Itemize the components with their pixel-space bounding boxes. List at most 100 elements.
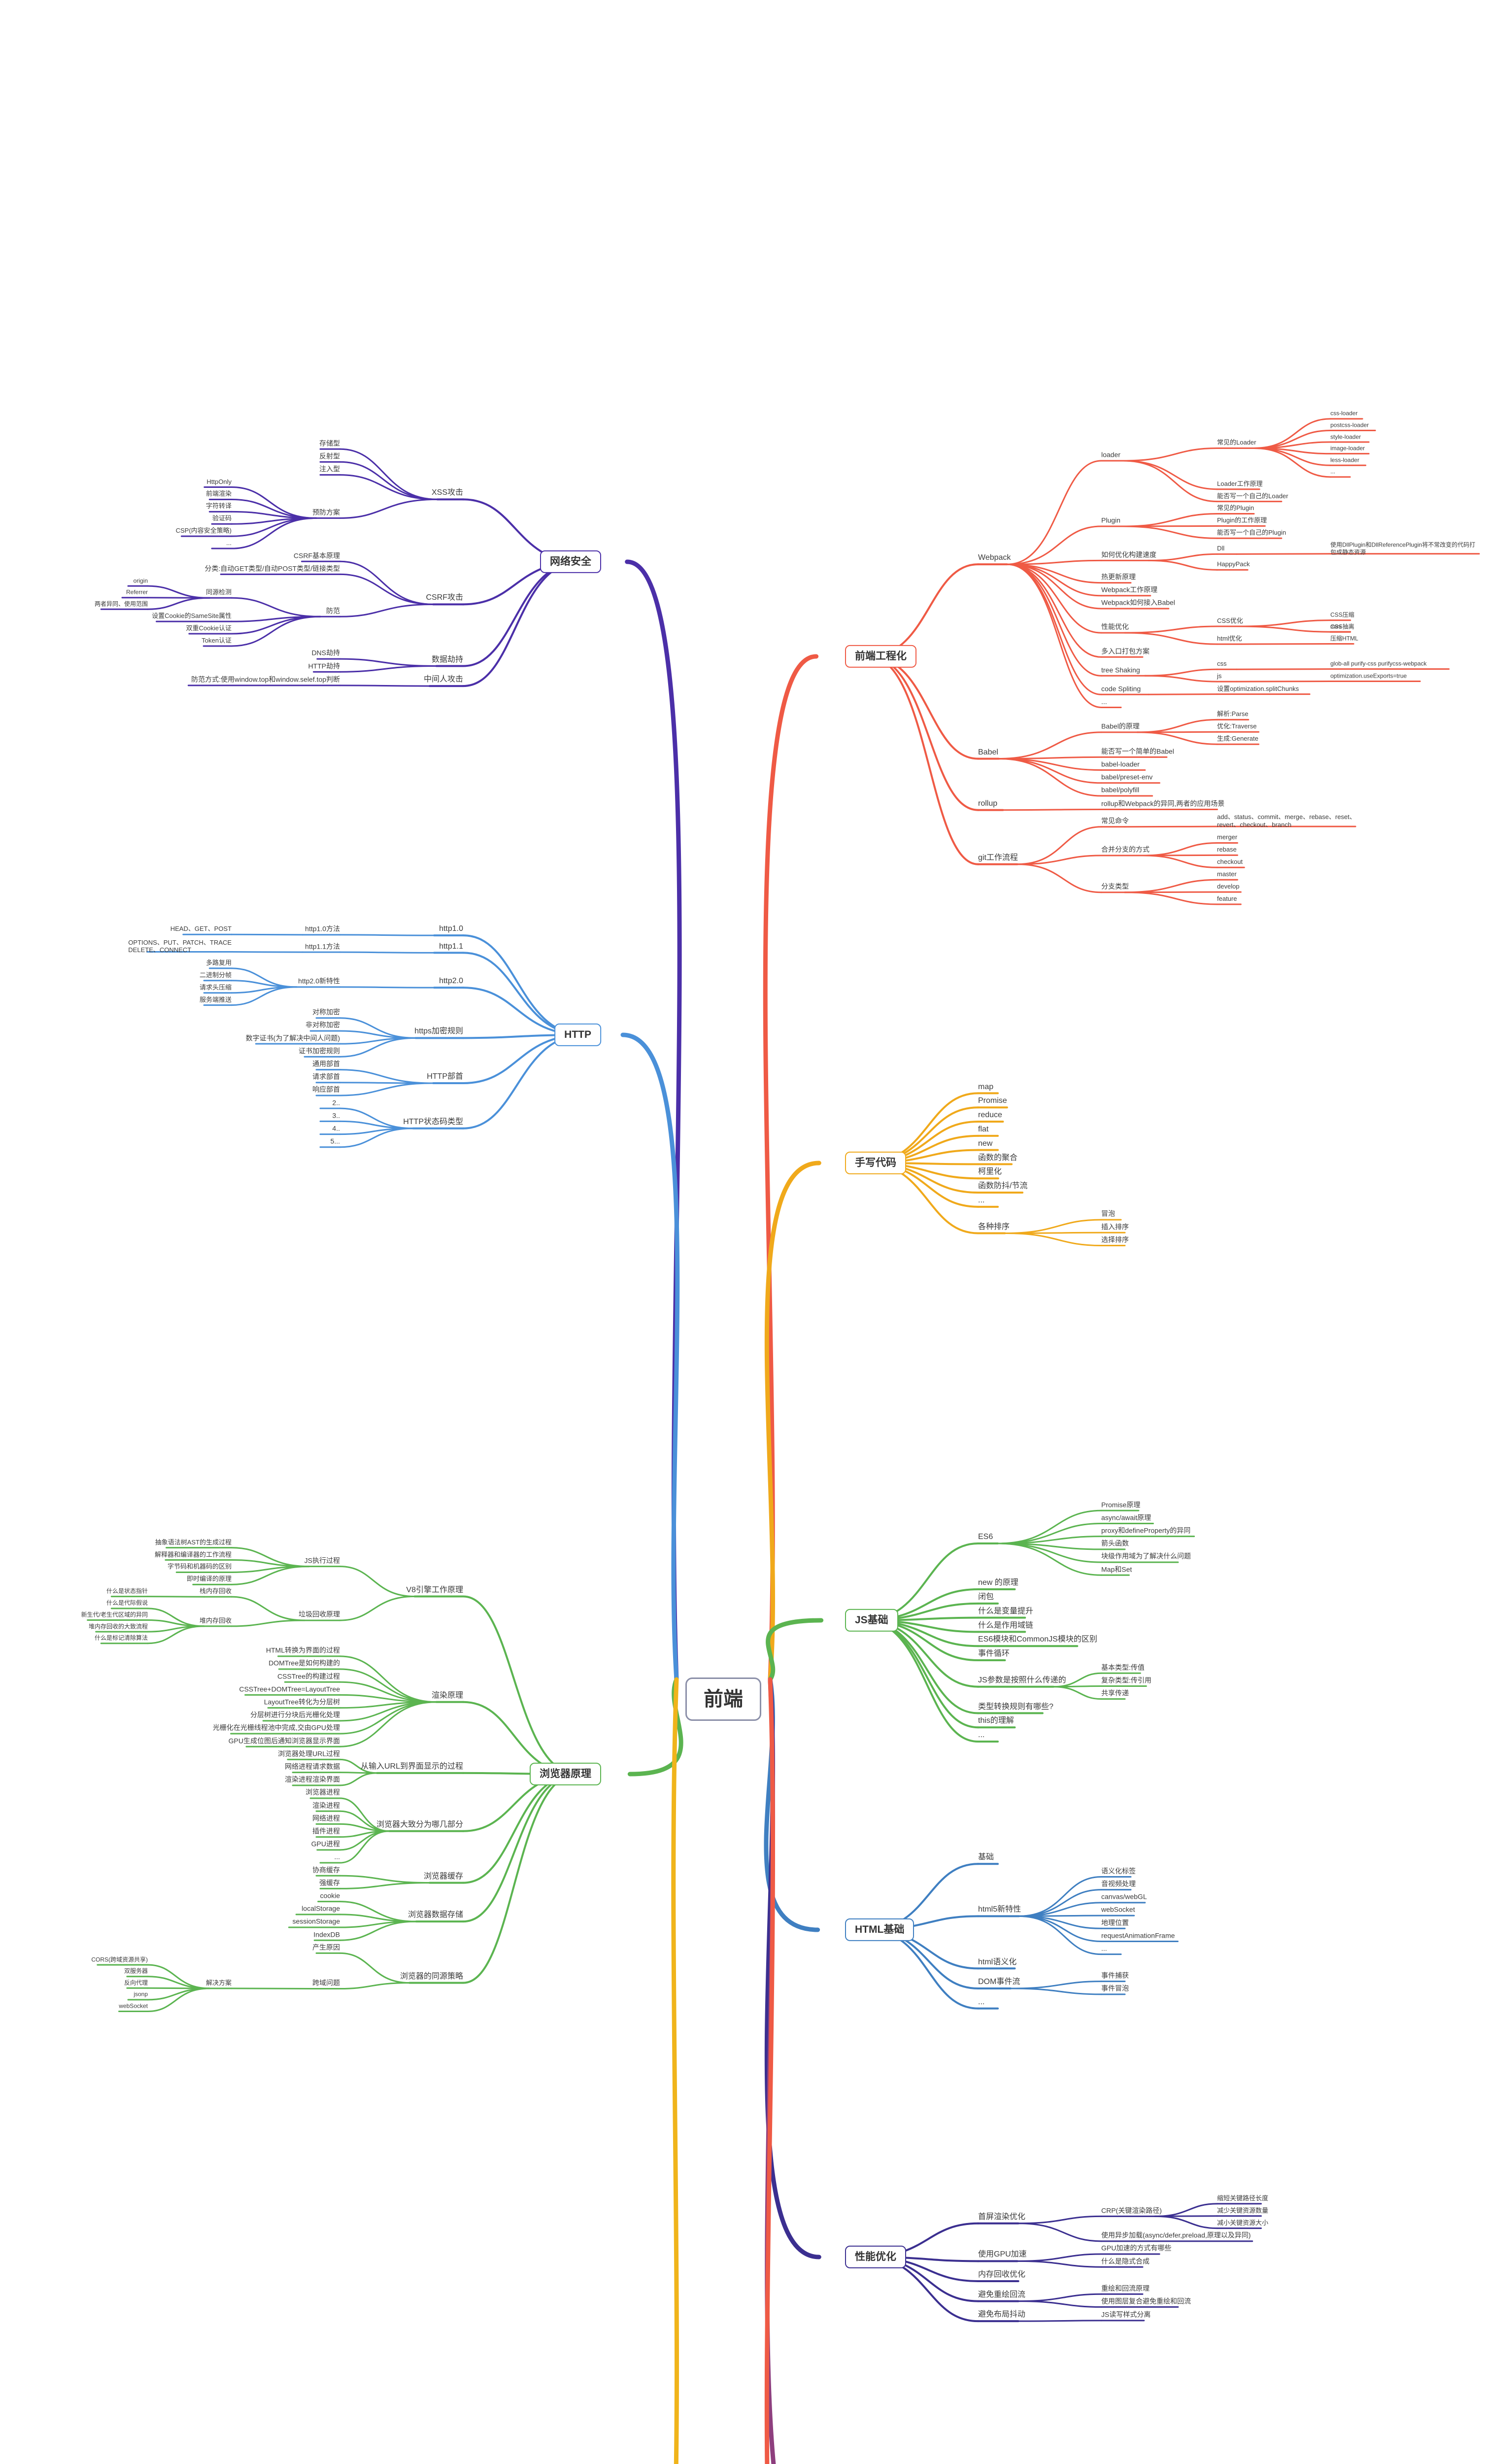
mindmap-node-rollup和webpack的异同-两者的应用场景[interactable]: rollup和Webpack的异同,两者的应用场景 (1101, 799, 1224, 808)
mindmap-node-协商缓存[interactable]: 协商缓存 (312, 1866, 340, 1875)
mindmap-node-node[interactable]: ... (334, 1853, 340, 1862)
mindmap-node-new[interactable]: new (978, 1139, 992, 1149)
mindmap-node-3[interactable]: 3.. (332, 1111, 340, 1120)
mindmap-node-基本类型-传值[interactable]: 基本类型:传值 (1101, 1663, 1145, 1672)
mindmap-node-注入型[interactable]: 注入型 (319, 465, 340, 474)
mindmap-node-http状态码类型[interactable]: HTTP状态码类型 (403, 1117, 463, 1127)
mindmap-node-常见的plugin[interactable]: 常见的Plugin (1217, 504, 1254, 512)
mindmap-node-插入排序[interactable]: 插入排序 (1101, 1223, 1129, 1232)
mindmap-node-node[interactable]: ... (1101, 697, 1107, 706)
mindmap-node-生成-generate[interactable]: 生成:Generate (1217, 735, 1258, 743)
mindmap-node-事件冒泡[interactable]: 事件冒泡 (1101, 1984, 1129, 1993)
mindmap-node-this的理解[interactable]: this的理解 (978, 1716, 1014, 1726)
mindmap-node-地理位置[interactable]: 地理位置 (1101, 1918, 1129, 1927)
mindmap-node-domtree是如何构建的[interactable]: DOMTree是如何构建的 (269, 1659, 340, 1668)
mindmap-node-反向代理[interactable]: 反向代理 (124, 1979, 148, 1986)
mindmap-node-referrer[interactable]: Referrer (126, 589, 148, 596)
mindmap-node-babel-preset-env[interactable]: babel/preset-env (1101, 773, 1152, 782)
mindmap-node-babel的原理[interactable]: Babel的原理 (1101, 722, 1140, 731)
mindmap-node-gpu进程[interactable]: GPU进程 (311, 1840, 340, 1848)
mindmap-node-node[interactable]: ... (978, 1730, 984, 1740)
mindmap-node-渲染原理[interactable]: 渲染原理 (432, 1691, 463, 1701)
mindmap-node-减少关键资源数量[interactable]: 减少关键资源数量 (1217, 2207, 1268, 2215)
mindmap-node-es6[interactable]: ES6 (978, 1532, 993, 1542)
mindmap-node-gpu加速的方式有哪些[interactable]: GPU加速的方式有哪些 (1101, 2244, 1171, 2253)
mindmap-node-node[interactable]: ... (226, 539, 232, 547)
mindmap-node-浏览器进程[interactable]: 浏览器进程 (305, 1788, 340, 1797)
mindmap-node-http[interactable]: HTTP (554, 1023, 601, 1047)
mindmap-node-内存回收优化[interactable]: 内存回收优化 (978, 2270, 1025, 2280)
mindmap-node-layouttree转化为分层树[interactable]: LayoutTree转化为分层树 (264, 1698, 340, 1707)
mindmap-node-通用部首[interactable]: 通用部首 (312, 1060, 340, 1068)
mindmap-node-从输入url到界面显示的过程[interactable]: 从输入URL到界面显示的过程 (361, 1762, 463, 1772)
mindmap-node-indexdb[interactable]: IndexDB (313, 1930, 340, 1939)
mindmap-node-设置cookie的samesite属性[interactable]: 设置Cookie的SameSite属性 (152, 612, 232, 620)
mindmap-node-字符转译[interactable]: 字符转译 (206, 502, 232, 510)
mindmap-node-plugin的工作原理[interactable]: Plugin的工作原理 (1217, 516, 1267, 524)
mindmap-node-webpack如何接入babel[interactable]: Webpack如何接入Babel (1101, 599, 1175, 608)
mindmap-node-webpack[interactable]: Webpack (978, 553, 1011, 563)
mindmap-node-两者异同-使用范围[interactable]: 两者异同、使用范围 (95, 600, 148, 608)
mindmap-node-less-loader[interactable]: less-loader (1330, 456, 1359, 464)
mindmap-node-http1-1[interactable]: http1.1 (439, 942, 463, 952)
mindmap-node-postcss-loader[interactable]: postcss-loader (1330, 422, 1369, 429)
mindmap-node-堆内存回收[interactable]: 堆内存回收 (200, 1617, 232, 1625)
mindmap-node-热更新原理[interactable]: 热更新原理 (1101, 573, 1136, 582)
mindmap-node-crp-关键渲染路径[interactable]: CRP(关键渲染路径) (1101, 2206, 1162, 2215)
mindmap-node-柯里化[interactable]: 柯里化 (978, 1167, 1002, 1177)
mindmap-node-new-的原理[interactable]: new 的原理 (978, 1578, 1018, 1588)
mindmap-node-产生原因[interactable]: 产生原因 (312, 1943, 340, 1952)
mindmap-node-glob-all-purify-css-purifycss-webpack[interactable]: glob-all purify-css purifycss-webpack (1330, 660, 1426, 668)
mindmap-node-多路复用[interactable]: 多路复用 (206, 959, 232, 967)
mindmap-node-html语义化[interactable]: html语义化 (978, 1957, 1016, 1967)
mindmap-node-什么是状态指针[interactable]: 什么是状态指针 (106, 1588, 148, 1595)
mindmap-node-基础[interactable]: 基础 (978, 1852, 994, 1862)
mindmap-node-非对称加密[interactable]: 非对称加密 (305, 1021, 340, 1030)
mindmap-node-options-put-patch-trace-delete-connect[interactable]: OPTIONS、PUT、PATCH、TRACE DELETE、CONNECT (128, 939, 232, 955)
mindmap-node-防范方式-使用window-top和window-selef-top判断[interactable]: 防范方式:使用window.top和window.selef.top判断 (191, 675, 340, 684)
mindmap-node-光栅化在光栅线程池中完成-交由gpu处理[interactable]: 光栅化在光栅线程池中完成,交由GPU处理 (213, 1724, 340, 1733)
mindmap-node-websocket[interactable]: webSocket (119, 2003, 148, 2010)
mindmap-node-分支类型[interactable]: 分支类型 (1101, 882, 1129, 891)
mindmap-node-缩短关键路径长度[interactable]: 缩短关键路径长度 (1217, 2194, 1268, 2202)
mindmap-node-服务端推送[interactable]: 服务端推送 (200, 995, 232, 1003)
mindmap-node-性能优化[interactable]: 性能优化 (845, 2245, 906, 2269)
mindmap-node-html基础[interactable]: HTML基础 (845, 1918, 914, 1942)
mindmap-node-栈内存回收[interactable]: 栈内存回收 (200, 1587, 232, 1595)
mindmap-node-函数的聚合[interactable]: 函数的聚合 (978, 1153, 1017, 1163)
mindmap-node-4[interactable]: 4.. (332, 1124, 340, 1133)
mindmap-node-事件循环[interactable]: 事件循环 (978, 1649, 1010, 1659)
mindmap-node-浏览器大致分为哪几部分[interactable]: 浏览器大致分为哪几部分 (376, 1820, 463, 1830)
mindmap-node-能否写一个自己的loader[interactable]: 能否写一个自己的Loader (1217, 492, 1288, 500)
mindmap-node-v8引擎工作原理[interactable]: V8引擎工作原理 (406, 1585, 463, 1595)
mindmap-node-webpack工作原理[interactable]: Webpack工作原理 (1101, 585, 1157, 594)
mindmap-node-抽象语法树ast的生成过程[interactable]: 抽象语法树AST的生成过程 (155, 1538, 232, 1546)
mindmap-node-块级作用域为了解决什么问题[interactable]: 块级作用域为了解决什么问题 (1101, 1552, 1191, 1561)
mindmap-node-解析-parse[interactable]: 解析:Parse (1217, 710, 1249, 718)
mindmap-node-5[interactable]: 5... (331, 1137, 340, 1146)
mindmap-node-各种排序[interactable]: 各种排序 (978, 1222, 1010, 1232)
mindmap-node-http1-0[interactable]: http1.0 (439, 924, 463, 934)
mindmap-node-https加密规则[interactable]: https加密规则 (414, 1027, 463, 1036)
mindmap-node-http部首[interactable]: HTTP部首 (427, 1072, 463, 1082)
mindmap-node-字节码和机器码的区别[interactable]: 字节码和机器码的区别 (168, 1563, 232, 1571)
mindmap-node-浏览器处理url过程[interactable]: 浏览器处理URL过程 (278, 1749, 340, 1758)
mindmap-node-浏览器缓存[interactable]: 浏览器缓存 (424, 1872, 463, 1882)
mindmap-node-闭包[interactable]: 闭包 (978, 1592, 994, 1602)
mindmap-node-渲染进程渲染界面[interactable]: 渲染进程渲染界面 (285, 1775, 340, 1784)
mindmap-node-tree-shaking[interactable]: tree Shaking (1101, 666, 1140, 675)
mindmap-node-选择排序[interactable]: 选择排序 (1101, 1235, 1129, 1244)
mindmap-node-map[interactable]: map (978, 1082, 993, 1092)
mindmap-node-html5新特性[interactable]: html5新特性 (978, 1905, 1021, 1915)
mindmap-node-canvas-webgl[interactable]: canvas/webGL (1101, 1892, 1147, 1901)
mindmap-node-优化-traverse[interactable]: 优化:Traverse (1217, 722, 1256, 730)
mindmap-node-html优化[interactable]: html优化 (1217, 635, 1242, 643)
mindmap-node-head-get-post[interactable]: HEAD、GET、POST (170, 925, 232, 933)
mindmap-node-证书加密规则[interactable]: 证书加密规则 (299, 1047, 340, 1056)
mindmap-node-flat[interactable]: flat (978, 1125, 988, 1134)
mindmap-node-optimization-useexports-true[interactable]: optimization.useExports=true (1330, 673, 1407, 680)
mindmap-node-浏览器数据存储[interactable]: 浏览器数据存储 (408, 1910, 463, 1920)
mindmap-node-css优化[interactable]: CSS优化 (1217, 617, 1243, 625)
mindmap-node-首屏渲染优化[interactable]: 首屏渲染优化 (978, 2212, 1025, 2222)
mindmap-node-jsonp[interactable]: jsonp (134, 1991, 148, 1998)
